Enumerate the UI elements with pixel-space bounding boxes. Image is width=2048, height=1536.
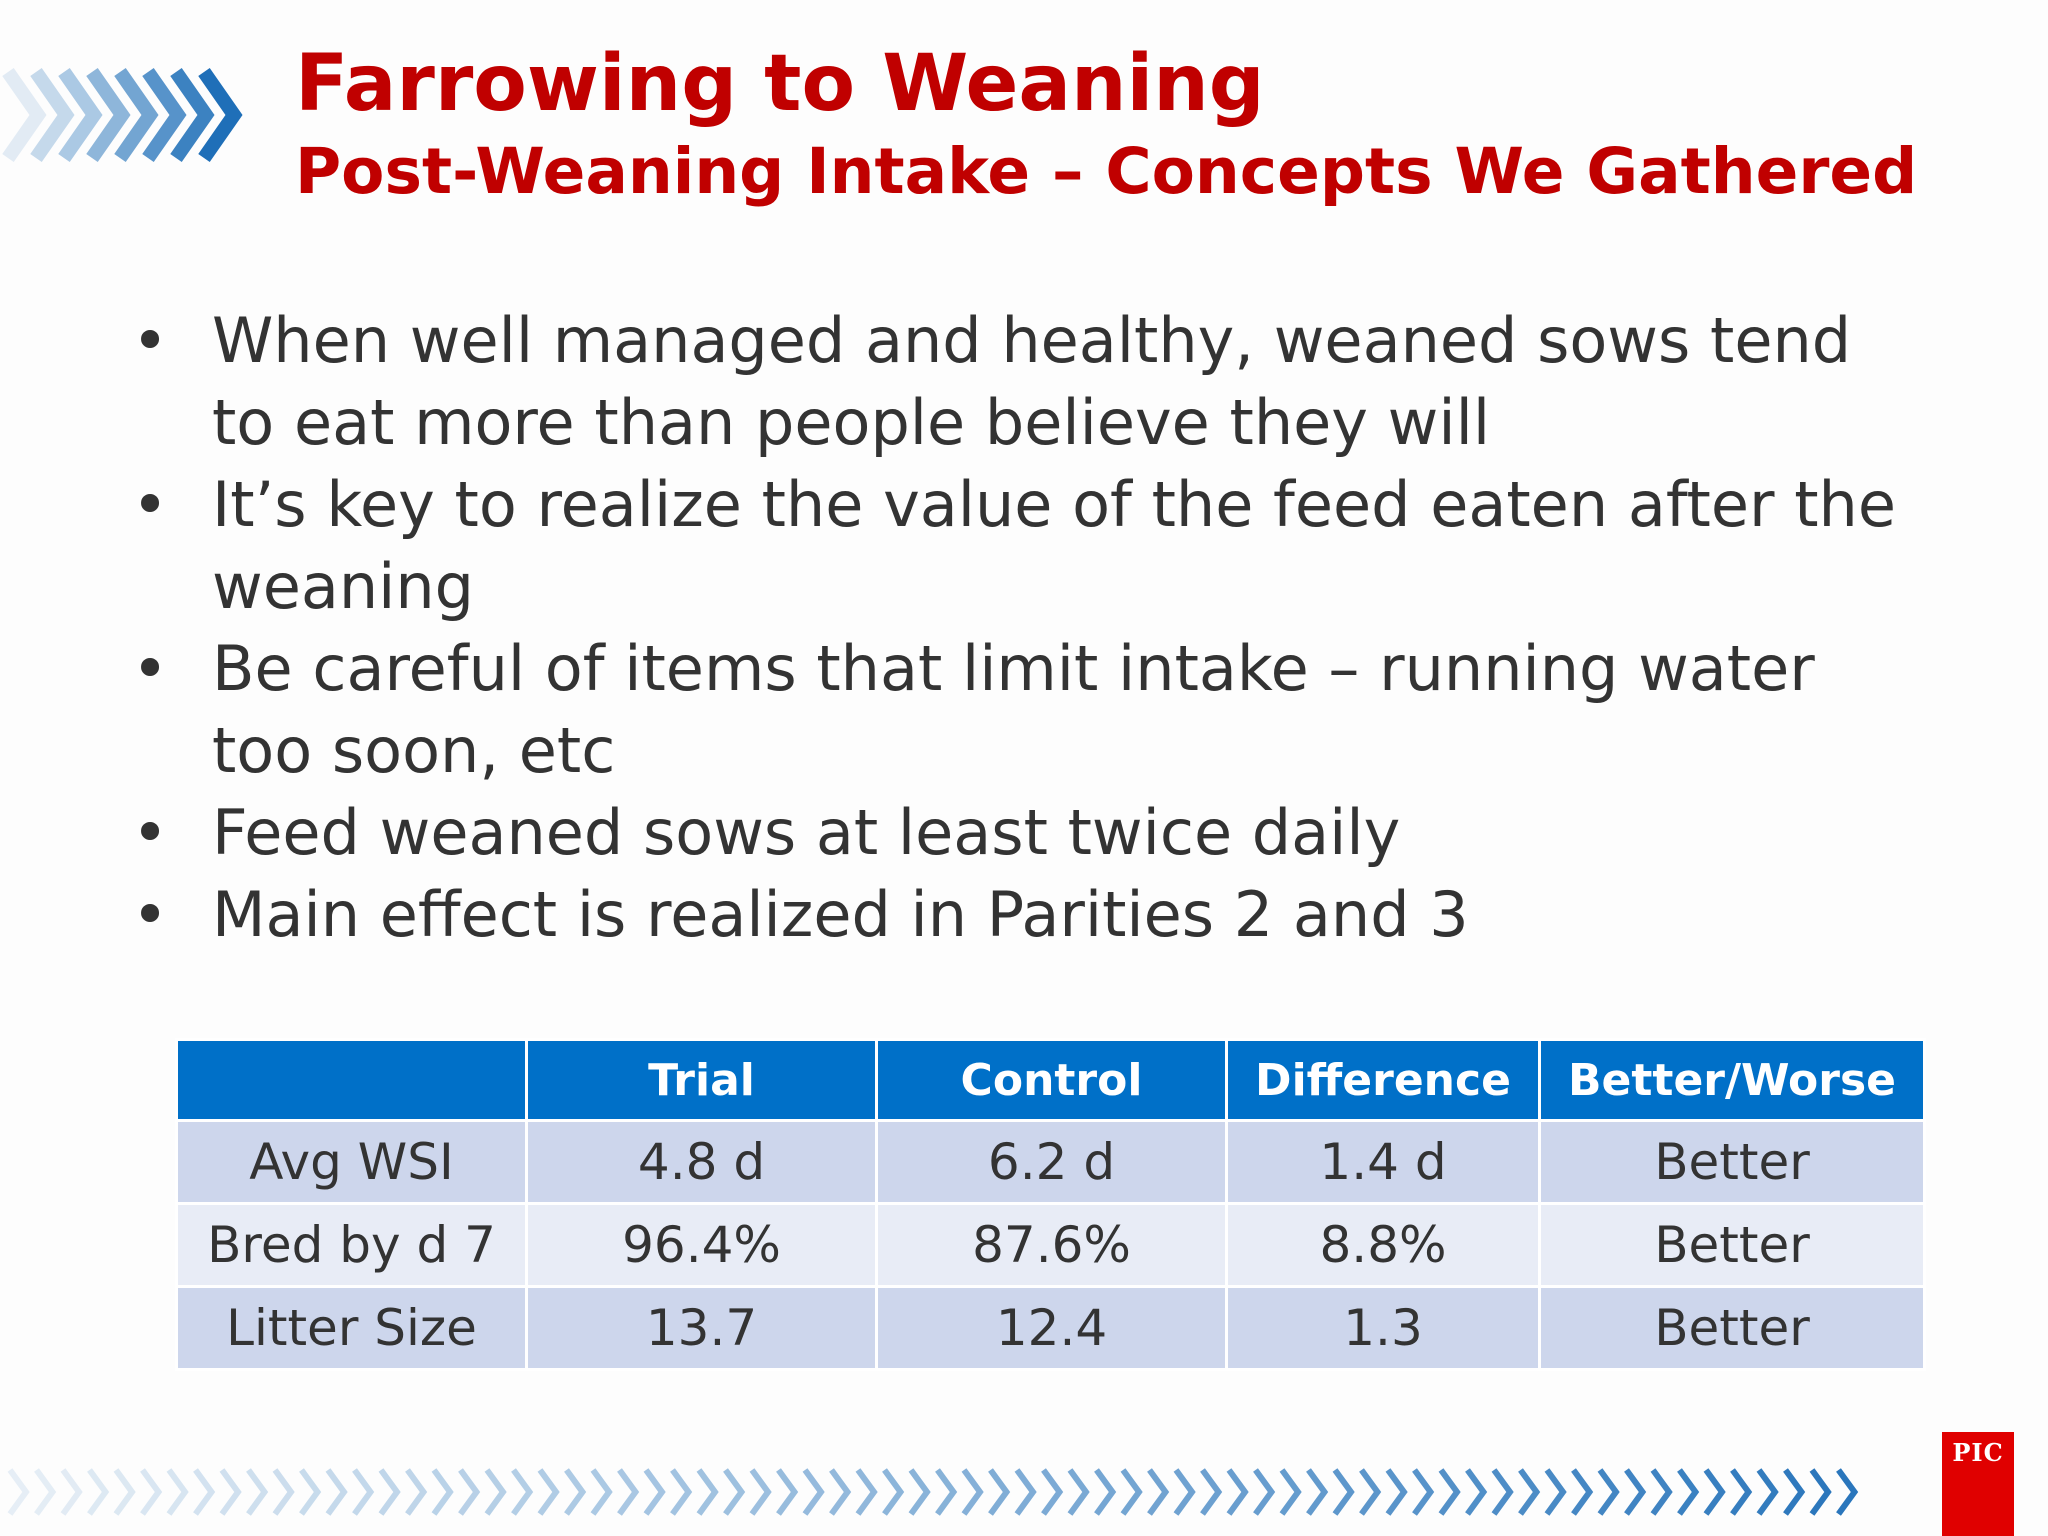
table-cell: 13.7	[525, 1285, 878, 1371]
table-cell: Better	[1538, 1285, 1926, 1371]
table-cell: 1.4 d	[1225, 1119, 1541, 1205]
table-header-row: Trial Control Difference Better/Worse	[175, 1038, 1926, 1122]
table-row: Litter Size 13.7 12.4 1.3 Better	[175, 1285, 1926, 1371]
bullet-marker: •	[131, 632, 169, 705]
slide-subtitle: Post-Weaning Intake – Concepts We Gather…	[295, 135, 1918, 208]
table-cell: 4.8 d	[525, 1119, 878, 1205]
logo-text: PIC	[1952, 1438, 2004, 1467]
table-row: Bred by d 7 96.4% 87.6% 8.8% Better	[175, 1202, 1926, 1288]
bullet-text: Main effect is realized in Parities 2 an…	[212, 878, 1469, 951]
table-cell: 96.4%	[525, 1202, 878, 1288]
table-cell: Better	[1538, 1119, 1926, 1205]
bullet-list: • When well managed and healthy, weaned …	[130, 300, 1930, 956]
chevron-arrows-icon	[2, 67, 243, 163]
table-cell: 1.3	[1225, 1285, 1541, 1371]
bullet-marker: •	[131, 796, 169, 869]
header-cell-difference: Difference	[1225, 1038, 1541, 1122]
bullet-text: It’s key to realize the value of the fee…	[212, 468, 1896, 623]
row-label: Bred by d 7	[175, 1202, 528, 1288]
results-table: Trial Control Difference Better/Worse Av…	[175, 1038, 1926, 1371]
header-cell-empty	[175, 1038, 528, 1122]
header-cell-better-worse: Better/Worse	[1538, 1038, 1926, 1122]
table-row: Avg WSI 4.8 d 6.2 d 1.4 d Better	[175, 1119, 1926, 1205]
bullet-item: • When well managed and healthy, weaned …	[130, 300, 1930, 464]
row-label: Litter Size	[175, 1285, 528, 1371]
table-cell: 8.8%	[1225, 1202, 1541, 1288]
bullet-item: • Main effect is realized in Parities 2 …	[130, 874, 1930, 956]
bullet-item: • It’s key to realize the value of the f…	[130, 464, 1930, 628]
bullet-text: Be careful of items that limit intake – …	[212, 632, 1815, 787]
bullet-marker: •	[131, 304, 169, 377]
bullet-marker: •	[131, 468, 169, 541]
chevron-strip-icon	[7, 1468, 1859, 1516]
table-cell: 87.6%	[875, 1202, 1228, 1288]
header-cell-control: Control	[875, 1038, 1228, 1122]
header-cell-trial: Trial	[525, 1038, 878, 1122]
row-label: Avg WSI	[175, 1119, 528, 1205]
bullet-text: Feed weaned sows at least twice daily	[212, 796, 1401, 869]
table-cell: 12.4	[875, 1285, 1228, 1371]
bullet-item: • Feed weaned sows at least twice daily	[130, 792, 1930, 874]
bullet-text: When well managed and healthy, weaned so…	[212, 304, 1852, 459]
pic-logo: PIC	[1942, 1432, 2014, 1536]
bullet-marker: •	[131, 878, 169, 951]
slide-title: Farrowing to Weaning	[295, 39, 1265, 129]
bullet-item: • Be careful of items that limit intake …	[130, 628, 1930, 792]
table-cell: Better	[1538, 1202, 1926, 1288]
table-cell: 6.2 d	[875, 1119, 1228, 1205]
